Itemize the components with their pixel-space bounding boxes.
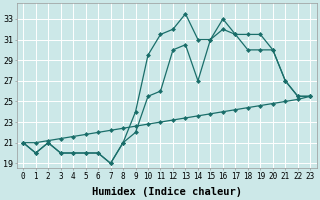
X-axis label: Humidex (Indice chaleur): Humidex (Indice chaleur) (92, 186, 242, 197)
